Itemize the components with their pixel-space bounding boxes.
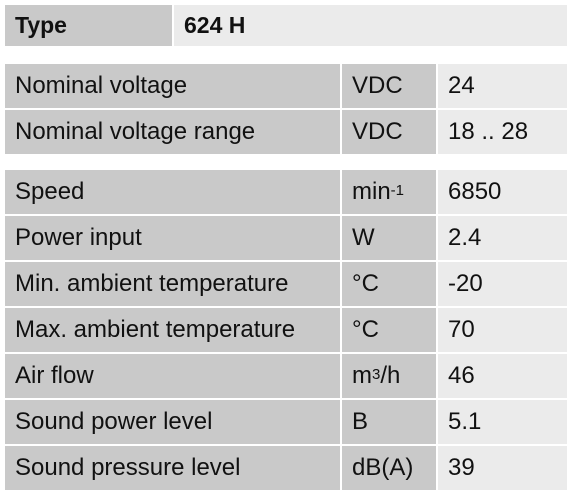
row-label: Sound pressure level <box>5 446 340 490</box>
header-value: 624 H <box>174 5 567 46</box>
unit-superscript: -1 <box>390 181 405 199</box>
row-unit: °C <box>342 262 436 306</box>
row-value: 24 <box>438 64 567 108</box>
row-value: 46 <box>438 354 567 398</box>
row-label: Min. ambient temperature <box>5 262 340 306</box>
row-unit: °C <box>342 308 436 352</box>
row-unit: B <box>342 400 436 444</box>
row-value: 5.1 <box>438 400 567 444</box>
row-unit: W <box>342 216 436 260</box>
row-label: Air flow <box>5 354 340 398</box>
row-value: 6850 <box>438 170 567 214</box>
row-unit: min -1 <box>342 170 436 214</box>
row-label: Nominal voltage <box>5 64 340 108</box>
row-unit: dB(A) <box>342 446 436 490</box>
row-label: Power input <box>5 216 340 260</box>
row-value: 2.4 <box>438 216 567 260</box>
row-label: Max. ambient temperature <box>5 308 340 352</box>
unit-text: m <box>352 362 372 389</box>
row-value: 39 <box>438 446 567 490</box>
row-unit: m 3/h <box>342 354 436 398</box>
row-label: Sound power level <box>5 400 340 444</box>
row-label: Speed <box>5 170 340 214</box>
unit-text: min <box>352 178 391 205</box>
row-label: Nominal voltage range <box>5 110 340 154</box>
row-value: 18 .. 28 <box>438 110 567 154</box>
header-label: Type <box>5 5 172 46</box>
row-value: -20 <box>438 262 567 306</box>
row-value: 70 <box>438 308 567 352</box>
unit-text: /h <box>380 362 401 389</box>
row-unit: VDC <box>342 64 436 108</box>
unit-superscript: 3 <box>372 365 381 383</box>
row-unit: VDC <box>342 110 436 154</box>
